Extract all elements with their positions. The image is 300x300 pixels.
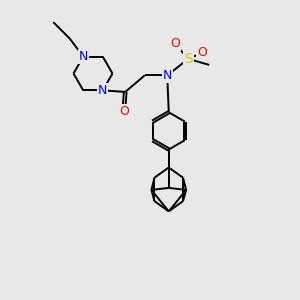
Text: O: O	[197, 46, 207, 59]
Text: O: O	[119, 105, 129, 118]
Text: N: N	[98, 84, 107, 97]
Text: O: O	[170, 37, 180, 50]
Text: N: N	[79, 50, 88, 63]
Text: N: N	[163, 69, 172, 82]
Text: S: S	[184, 52, 193, 66]
